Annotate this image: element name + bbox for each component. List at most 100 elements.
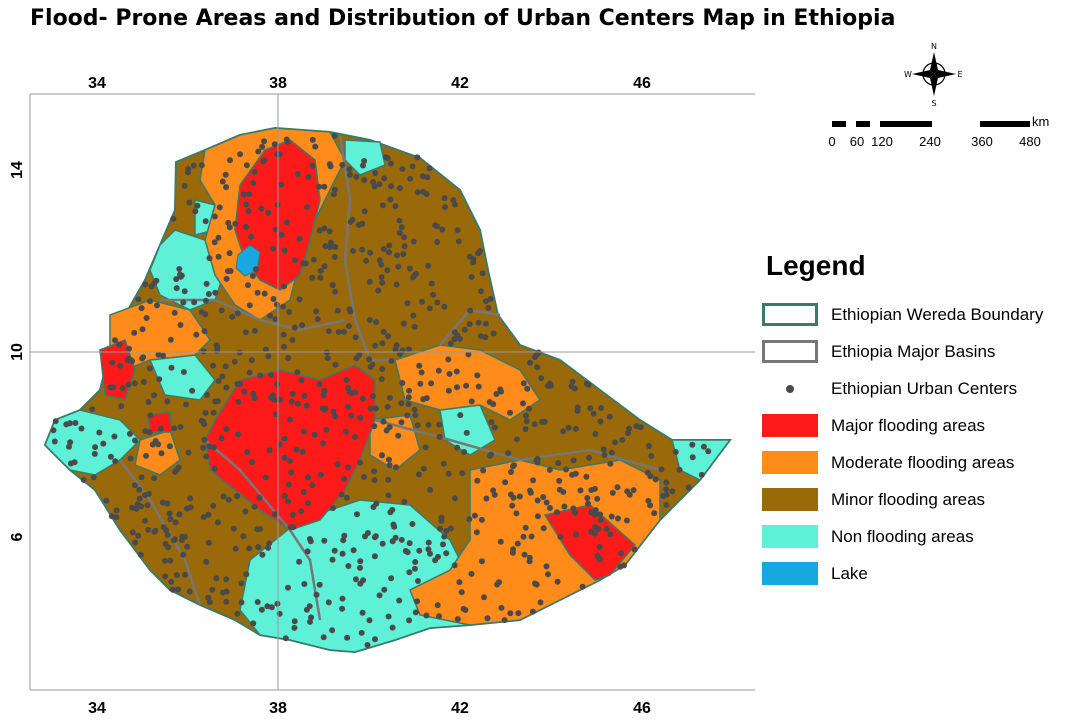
urban-center-dot [414,189,421,196]
urban-center-dot [272,511,278,518]
urban-center-dot [533,581,540,588]
urban-center-dot [402,548,409,554]
urban-center-dot [624,488,631,495]
urban-center-dot [142,492,149,499]
urban-center-dot [398,419,405,426]
urban-center-dot [540,525,547,532]
urban-center-dot [223,184,230,191]
urban-center-dot [272,411,279,418]
urban-center-dot [289,337,296,343]
urban-center-dot [554,509,560,516]
urban-center-dot [286,416,293,423]
urban-center-dot [428,380,435,387]
urban-center-dot [335,329,342,335]
urban-center-dot [463,382,470,389]
urban-center-dot [189,387,196,394]
urban-center-dot [180,369,187,375]
urban-center-dot [341,532,348,539]
urban-center-dot [198,162,205,169]
urban-center-dot [243,223,249,230]
urban-center-dot [486,399,493,405]
urban-center-dot [325,328,332,335]
urban-center-dot [167,516,174,523]
urban-center-dot [155,351,162,358]
urban-center-dot [299,448,306,455]
urban-center-dot [248,233,254,240]
urban-center-dot [321,183,328,190]
urban-center-dot [285,355,292,361]
urban-center-dot [294,171,301,177]
urban-center-dot [234,610,241,617]
urban-center-dot [316,227,323,234]
urban-center-dot [227,157,233,164]
urban-center-dot [315,183,322,190]
urban-center-dot [237,151,244,158]
y-tick-14: 14 [9,161,26,179]
urban-center-dot [339,550,346,557]
urban-center-dot [139,355,146,362]
urban-center-dot [291,624,298,631]
urban-center-dot [252,327,258,334]
basin-boundary-1 [338,134,395,362]
urban-center-dot [142,517,148,524]
urban-center-dot [201,436,208,443]
urban-center-dot [258,205,265,212]
urban-center-dot [52,418,59,425]
urban-center-dot [595,526,602,533]
urban-center-dot [366,356,373,363]
urban-center-dot [241,388,248,395]
urban-center-dot [419,298,425,305]
urban-center-dot [475,319,482,326]
urban-center-dot [386,462,393,469]
urban-center-dot [386,456,392,463]
urban-center-dot [222,363,229,370]
compass-west-label: W [904,70,912,79]
urban-center-dot [705,448,712,455]
urban-center-dot [361,158,368,164]
urban-center-dot [164,531,171,538]
urban-center-dot [143,315,150,321]
urban-center-dot [359,246,366,253]
urban-center-dot [313,308,320,315]
urban-center-dot [317,274,324,281]
urban-center-dot [442,204,448,211]
urban-center-dot [321,537,328,544]
urban-center-dot [170,215,177,222]
urban-center-dot [428,280,435,287]
urban-center-dot [223,275,230,282]
urban-center-dot [597,511,604,518]
urban-center-dot [387,509,394,516]
urban-center-dot [369,393,376,400]
urban-center-dot [161,557,168,564]
urban-center-dot [234,493,241,500]
urban-center-dot [353,173,360,180]
urban-center-dot [556,486,563,493]
urban-center-dot [200,418,207,425]
urban-center-dot [213,342,220,349]
urban-center-dot [234,381,241,387]
urban-center-dot [220,493,227,500]
urban-center-dot [491,491,498,498]
urban-center-dot [527,359,534,366]
urban-center-dot [173,276,180,283]
urban-center-dot [434,602,441,609]
urban-center-dot [663,501,670,508]
urban-center-dot [539,418,545,425]
urban-center-dot [441,303,448,310]
urban-center-dot [250,390,257,397]
urban-center-dot [534,497,541,504]
urban-center-dot [282,635,289,642]
urban-center-dot [689,454,696,461]
urban-center-dot [352,576,359,583]
urban-center-dot [459,470,466,477]
urban-center-dot [393,281,400,288]
urban-center-dot [577,487,584,494]
urban-center-dot [309,162,316,169]
urban-center-dot [361,474,367,480]
scale-label-240: 240 [919,134,941,149]
legend-label: Minor flooding areas [831,489,986,509]
urban-center-dot [343,428,350,435]
urban-center-dot [371,423,378,430]
urban-center-dot [108,513,115,520]
urban-center-dot [485,304,492,311]
